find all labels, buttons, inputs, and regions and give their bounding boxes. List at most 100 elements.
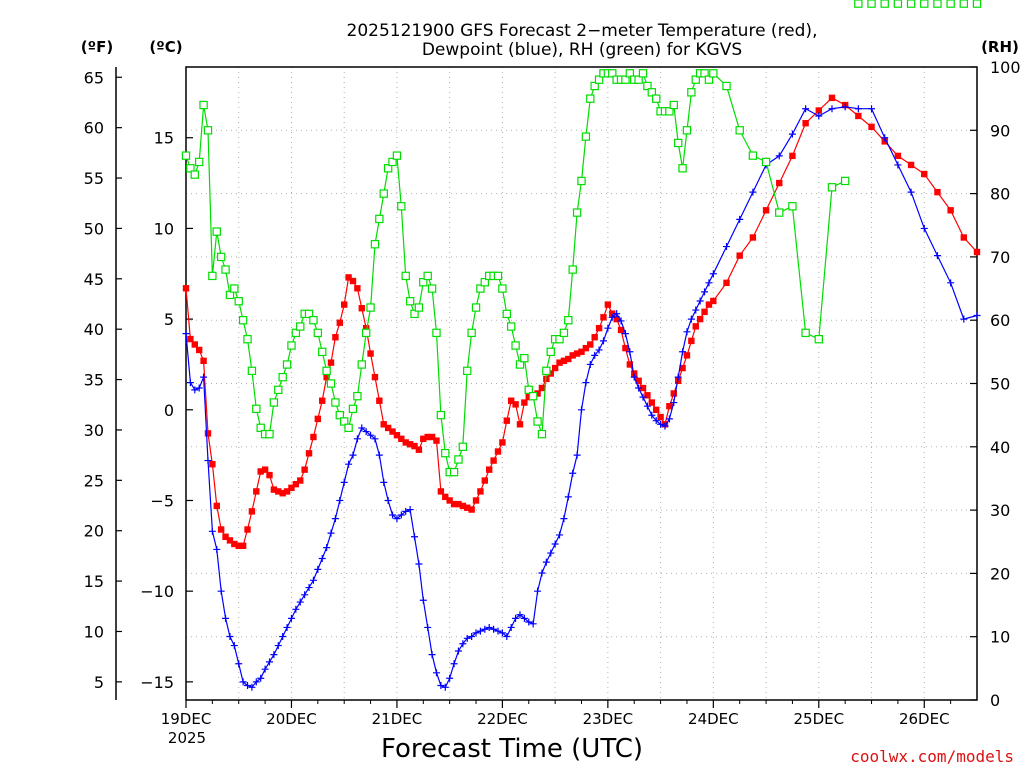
temperature-point [393,431,401,439]
rh-point [335,410,345,420]
temperature-point [503,417,510,424]
dewpoint-point [252,678,260,686]
temperature-point [231,540,238,548]
dewpoint-point [446,674,454,682]
rh-point [379,189,388,198]
dewpoint-point [411,533,419,541]
temperature-point [226,537,234,544]
temperature-point [376,397,383,404]
dewpoint-point [692,306,700,314]
rh-point [520,353,529,363]
x-tick-label: 21DEC [372,710,423,728]
temperature-point [345,274,352,281]
rh-point [304,309,314,319]
temperature-point [749,234,757,241]
temperature-point [516,421,524,428]
series-dewpoint [182,103,981,691]
temperature-point [828,94,836,102]
temperature-point [521,399,528,406]
temperature-point [200,357,207,365]
rh-point [528,391,538,401]
x-tick-label: 24DEC [688,710,739,728]
dewpoint-point [367,431,375,439]
dewpoint-point [498,629,506,637]
temperature-point [573,350,581,357]
temperature-point [468,506,475,513]
c-tick-label: −15 [140,673,174,692]
temperature-point [894,152,902,160]
rh-point [524,385,533,395]
rh-point [353,391,362,401]
dewpoint-point [235,660,243,668]
rh-point [190,170,199,179]
rh-point [383,164,393,173]
dewpoint-point [485,623,493,631]
dewpoint-point [195,384,203,392]
dewpoint-point [353,435,361,443]
rh-tick-label: 0 [990,691,1000,710]
dewpoint-point [358,424,366,432]
temperature-point [411,442,418,450]
c-tick-label: −10 [140,582,174,601]
temperature-point [191,341,198,348]
dewpoint-point [564,493,572,501]
dewpoint-point [723,243,731,251]
rh-point [893,0,903,8]
temperature-point [433,437,440,444]
temperature-point [481,477,489,484]
rh-point [256,423,265,433]
rh-point [427,284,437,293]
dewpoint-point [516,611,524,619]
dewpoint-point [643,402,651,410]
rh-point [458,442,468,452]
rh-point [959,0,969,8]
temperature-point [301,466,308,473]
f-tick-label: 35 [84,371,104,390]
temperature-point [626,361,634,368]
temperature-point [736,252,743,259]
temperature-point [907,161,915,169]
c-tick-label: 15 [154,129,174,148]
dewpoint-point [687,315,695,323]
dewpoint-point [709,270,717,278]
dewpoint-point [393,515,401,523]
temperature-point [283,488,291,495]
rh-point [419,278,428,287]
dewpoint-point [674,373,682,381]
dewpoint-point [217,587,225,595]
temperature-point [582,344,590,352]
temperature-point [490,457,497,464]
temperature-point [776,179,783,187]
temperature-point [209,461,216,468]
temperature-point [349,277,357,285]
rh-point [340,417,349,426]
rh-point [247,366,257,376]
dewpoint-point [309,576,317,584]
dewpoint-point [472,629,480,637]
temperature-point [204,430,212,437]
rh-point [577,176,586,186]
rh-point [709,69,718,78]
dewpoint-point [380,478,388,486]
dewpoint-point [595,346,603,354]
temperature-point [881,138,888,145]
temperature-point [855,112,862,120]
dewpoint-point [854,105,862,113]
rh-point [920,0,929,8]
temperature-point [415,446,423,453]
dewpoint-point [512,614,520,622]
left-axis-f-label: (ºF) [81,38,113,56]
rh-point [678,164,687,173]
dewpoint-point [591,351,599,359]
temperature-point [450,500,458,508]
rh-point [423,271,432,281]
rh-point [313,328,323,338]
x-tick-label: 26DEC [899,710,950,728]
temperature-point [604,301,612,308]
dewpoint-point [323,544,331,552]
temperature-point [442,493,449,501]
temperature-point [525,393,532,401]
dewpoint-point [573,451,581,459]
temperature-point [257,468,264,475]
temperature-point [195,346,203,354]
